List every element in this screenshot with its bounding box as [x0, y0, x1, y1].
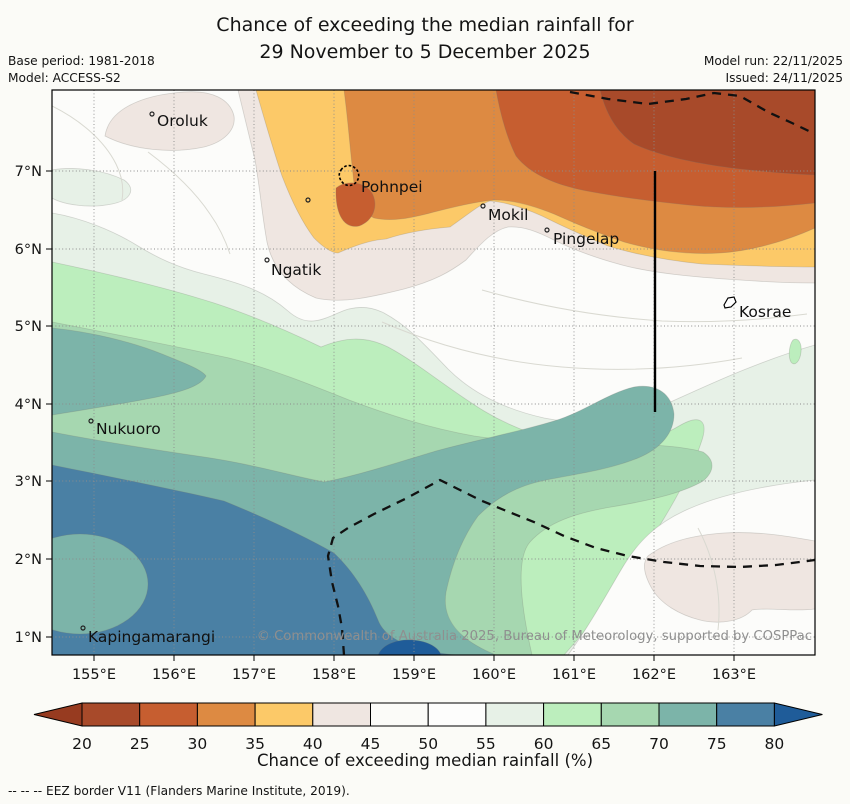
eez-border-north: [569, 90, 815, 136]
place-label-oroluk: Oroluk: [157, 112, 208, 130]
map-canvas: Oroluk Pohnpei Mokil Pingelap Ngatik Kosrae Nu…: [15, 89, 816, 683]
x-tick-label: 155°E: [72, 667, 116, 683]
colorbar-segment-40-45: [312, 702, 371, 727]
colorbar-label: Chance of exceeding median rainfall (%): [256, 751, 594, 770]
contour-regions: [52, 90, 815, 655]
page-title: Chance of exceeding the median rainfall …: [0, 12, 850, 65]
x-tick-label: 156°E: [152, 667, 196, 683]
colorbar-segment-55-60: [485, 702, 545, 727]
place-label-pohnpei: Pohnpei: [361, 178, 423, 196]
colorbar-tick-label-30: 30: [188, 735, 208, 753]
place-marker-oroluk: [149, 111, 155, 117]
colorbar-tick-label-80: 80: [765, 735, 785, 753]
place-marker-mokil: [480, 203, 486, 209]
model-run-label: Model run: 22/11/2025: [703, 54, 843, 68]
x-tick-label: 162°E: [632, 667, 676, 683]
reef-marker-0: [305, 197, 311, 203]
colorbar-tick-label-60: 60: [534, 735, 554, 753]
eez-border-main: [326, 478, 815, 655]
place-label-mokil: Mokil: [488, 206, 528, 224]
colorbar-segment-65-70: [600, 702, 660, 727]
model-label: Model: ACCESS-S2: [8, 71, 121, 85]
colorbar-segment-50-55: [427, 702, 487, 727]
header-left: Base period: 1981-2018 Model: ACCESS-S2: [8, 53, 155, 87]
x-tick-label: 160°E: [472, 667, 516, 683]
contour-region-band-40-45-oroluk: [104, 91, 235, 151]
y-tick-label: 2°N: [15, 552, 42, 568]
y-tick-label: 3°N: [15, 474, 42, 490]
colorbar-canvas: 20 25 30 35 40 45 50 55 60 65 70 75 80: [33, 702, 823, 753]
contour-region-band-70-75-oval: [52, 533, 149, 635]
y-tick-label: 7°N: [15, 164, 42, 180]
contour-region-band-70-75-west-wedge: [52, 327, 207, 416]
place-marker-ngatik: [264, 257, 270, 263]
y-tick-label: 1°N: [15, 630, 42, 646]
eez-footnote: -- -- -- EEZ border V11 (Flanders Marine…: [8, 784, 350, 798]
y-tick-label: 4°N: [15, 397, 42, 413]
place-label-nukuoro: Nukuoro: [96, 420, 161, 438]
header-right: Model run: 22/11/2025 Issued: 24/11/2025: [704, 53, 843, 87]
rainfall-probability-map: Oroluk Pohnpei Mokil Pingelap Ngatik Kosrae Nu…: [0, 88, 850, 696]
place-labels: Oroluk Pohnpei Mokil Pingelap Ngatik Kosrae Nu…: [80, 111, 791, 646]
y-tick-label: 5°N: [15, 319, 42, 335]
y-tick-label: 6°N: [15, 242, 42, 258]
faint-contour-line-1: [147, 151, 231, 255]
x-tick-label: 157°E: [232, 667, 276, 683]
colorbar: 20 25 30 35 40 45 50 55 60 65 70 75 80: [0, 696, 850, 758]
island-outline-pohnpei: [338, 164, 360, 187]
faint-contour-line-0: [52, 105, 124, 201]
place-label-ngatik: Ngatik: [271, 261, 321, 279]
colorbar-tick-label-35: 35: [245, 735, 265, 753]
contour-region-band-55-60-left-patch: [52, 168, 132, 207]
colorbar-segment-70-75: [658, 702, 718, 727]
colorbar-segment-60-65: [543, 702, 602, 727]
colorbar-tick-label-50: 50: [418, 735, 438, 753]
issued-label: Issued: 24/11/2025: [725, 71, 843, 85]
place-marker-nukuoro: [88, 418, 94, 424]
colorbar-segment-30-35: [196, 702, 256, 727]
map-plot-area: Oroluk Pohnpei Mokil Pingelap Ngatik Kosrae Nu…: [15, 89, 816, 683]
colorbar-tick-label-45: 45: [361, 735, 381, 753]
place-label-kosrae: Kosrae: [739, 303, 791, 321]
colorbar-tick-label-75: 75: [707, 735, 727, 753]
colorbar-tick-label-20: 20: [72, 735, 92, 753]
contour-region-band-80-plus: [377, 639, 442, 655]
contour-region-band-60-65-sliver: [788, 338, 802, 365]
colorbar-segment-25-30: [139, 702, 198, 727]
faint-contour-line-2: [381, 321, 743, 370]
place-marker-kapingamarangi: [80, 625, 86, 631]
x-tick-label: 163°E: [712, 667, 756, 683]
base-period-label: Base period: 1981-2018: [8, 54, 155, 68]
colorbar-tick-label-70: 70: [649, 735, 669, 753]
map-frame: [51, 89, 816, 656]
colorbar-right-arrow: [773, 702, 823, 727]
contour-region-band-40-45-southeast: [644, 532, 815, 623]
colorbar-left-arrow: [33, 702, 83, 727]
place-marker-pingelap: [544, 227, 550, 233]
x-tick-label: 158°E: [312, 667, 356, 683]
colorbar-tick-label-65: 65: [591, 735, 611, 753]
colorbar-segment-35-40: [254, 702, 314, 727]
colorbar-tick-label-25: 25: [130, 735, 150, 753]
colorbar-tick-label-55: 55: [476, 735, 496, 753]
axes: 155°E 156°E 157°E 158°E 159°E 160°E 161°E 162°E…: [15, 164, 756, 683]
title-line-2: 29 November to 5 December 2025: [259, 40, 591, 63]
colorbar-tick-label-40: 40: [303, 735, 323, 753]
x-tick-label: 161°E: [552, 667, 596, 683]
copyright-text: © Commonwealth of Australia 2025, Bureau…: [257, 629, 812, 644]
faint-contour-line-3: [481, 289, 808, 323]
faint-contour-line-4: [697, 527, 720, 631]
colorbar-segment-20-25: [81, 702, 141, 727]
x-tick-label: 159°E: [392, 667, 436, 683]
island-outline-kosrae: [723, 296, 737, 309]
colorbar-segment-75-80: [716, 702, 775, 727]
colorbar-segment-45-50: [370, 702, 429, 727]
title-line-1: Chance of exceeding the median rainfall …: [216, 14, 634, 36]
place-label-kapingamarangi: Kapingamarangi: [88, 628, 215, 646]
place-label-pingelap: Pingelap: [553, 230, 619, 248]
